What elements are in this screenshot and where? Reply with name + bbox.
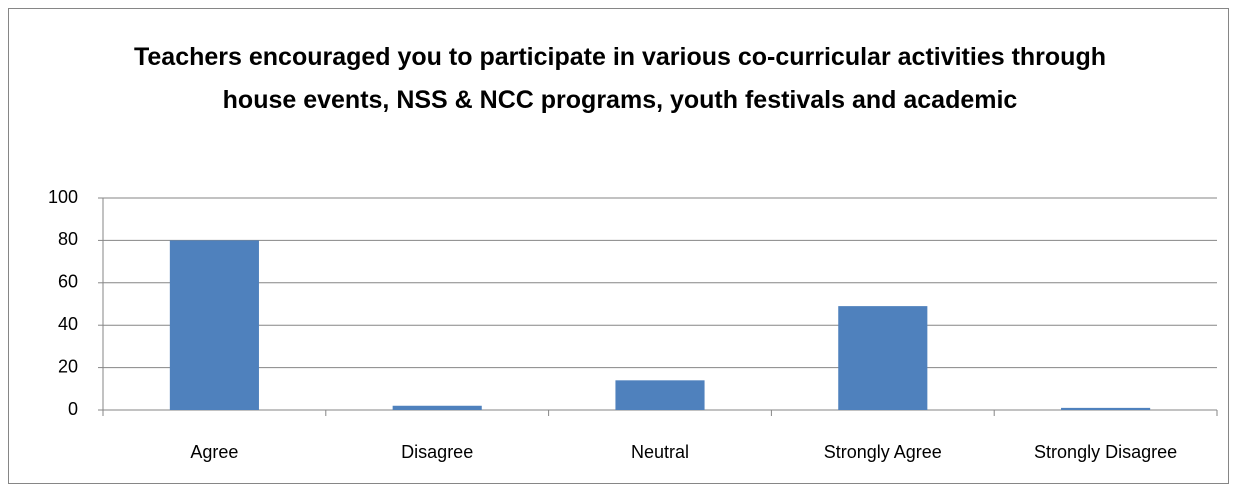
x-tick-label: Strongly Disagree <box>1034 442 1177 462</box>
y-tick-label: 80 <box>58 229 78 249</box>
y-tick-label: 0 <box>68 399 78 419</box>
bar <box>838 306 928 410</box>
x-tick-label: Neutral <box>631 442 689 462</box>
x-tick-label: Agree <box>190 442 238 462</box>
bar <box>169 240 259 410</box>
y-tick-label: 100 <box>48 187 78 207</box>
y-tick-label: 20 <box>58 356 78 376</box>
x-tick-label: Disagree <box>401 442 473 462</box>
y-tick-label: 60 <box>58 272 78 292</box>
y-tick-label: 40 <box>58 314 78 334</box>
chart-title: Teachers encouraged you to participate i… <box>133 43 1106 114</box>
bar <box>392 405 482 410</box>
x-tick-label: Strongly Agree <box>824 442 942 462</box>
bar <box>615 380 705 410</box>
chart-frame <box>8 8 1229 484</box>
bar <box>1061 407 1151 410</box>
